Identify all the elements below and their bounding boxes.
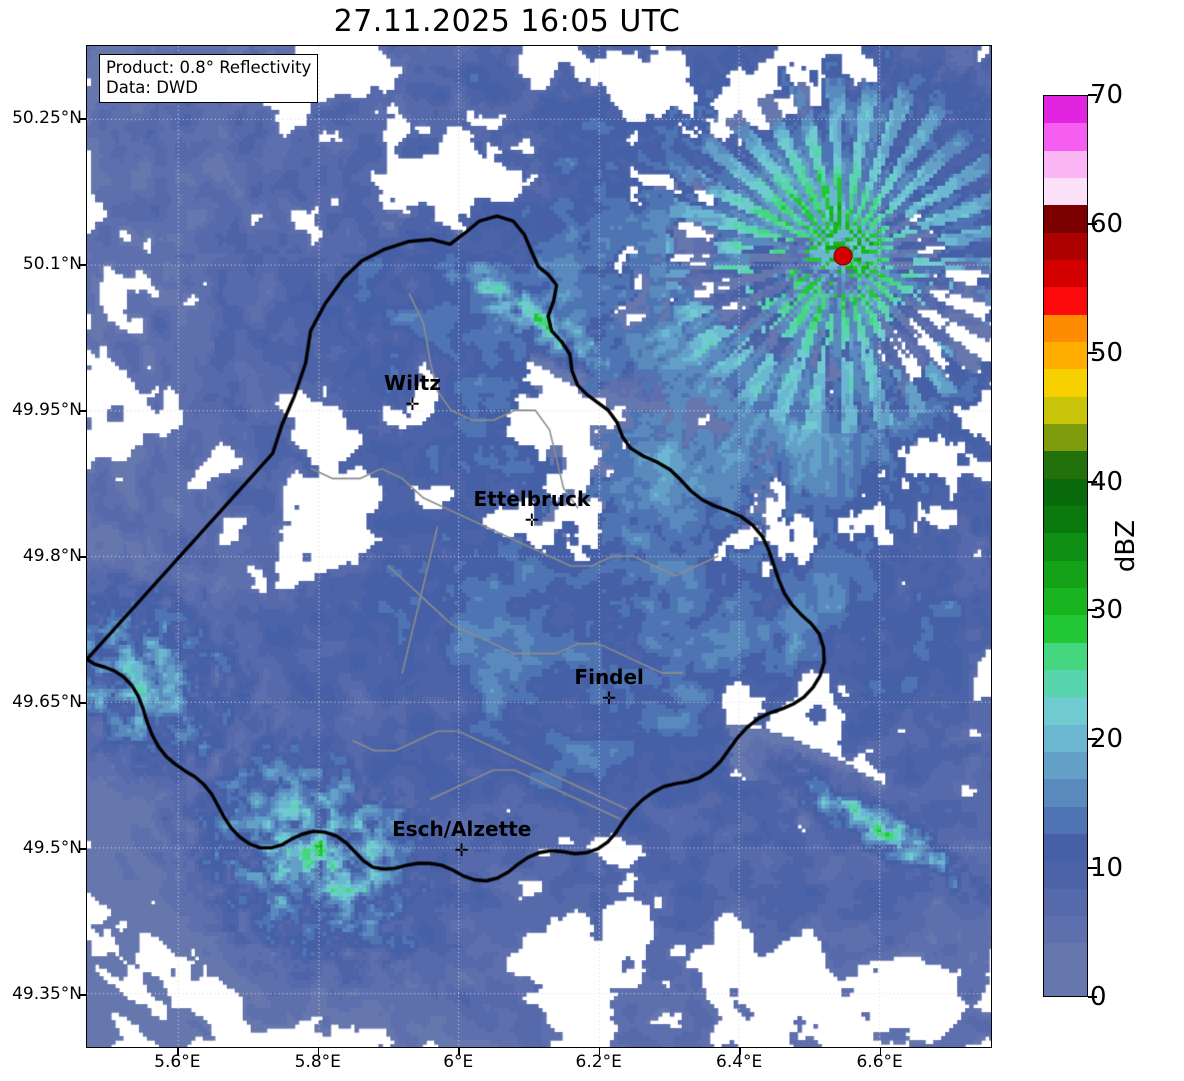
place-cross-icon: ✛: [524, 510, 540, 531]
product-info-box: Product: 0.8° Reflectivity Data: DWD: [99, 54, 319, 104]
colorbar-axis-label: dBZ: [1111, 519, 1141, 573]
colorbar-band: [1044, 861, 1087, 889]
x-tick-label: 5.6°E: [154, 1052, 201, 1072]
place-label: Findel: [574, 665, 644, 690]
colorbar-band: [1044, 724, 1087, 752]
radar-map-plot-area[interactable]: Product: 0.8° Reflectivity Data: DWD Wil…: [86, 45, 992, 1048]
colorbar-tick-mark: [1088, 996, 1097, 998]
colorbar-tick-label: 0: [1090, 982, 1107, 1012]
colorbar-band: [1044, 943, 1087, 971]
y-tick-label: 49.95°N: [12, 400, 82, 421]
page-title: 27.11.2025 16:05 UTC: [333, 4, 681, 39]
y-tick-mark: [79, 264, 86, 266]
x-tick-label: 6.6°E: [856, 1052, 903, 1072]
colorbar-band: [1044, 779, 1087, 807]
reflectivity-colorbar: [1043, 95, 1088, 997]
colorbar-band: [1044, 478, 1087, 506]
place-cross-icon: ✛: [602, 689, 617, 710]
colorbar-band: [1044, 642, 1087, 670]
colorbar-tick-mark: [1088, 609, 1097, 612]
geography-border-layer: [87, 46, 991, 1047]
colorbar-band: [1044, 833, 1087, 862]
colorbar-band: [1044, 259, 1087, 288]
y-tick-label: 49.65°N: [12, 692, 82, 713]
data-source-line: Data: DWD: [106, 78, 198, 98]
colorbar-band: [1044, 533, 1087, 561]
colorbar-band: [1044, 615, 1087, 643]
y-tick-mark: [79, 410, 86, 412]
colorbar-band: [1044, 96, 1087, 124]
x-tick-mark: [598, 1048, 601, 1055]
place-marker-wiltz: Wiltz ✛: [384, 371, 442, 414]
colorbar-band: [1044, 587, 1087, 616]
y-tick-label: 50.1°N: [22, 254, 82, 275]
colorbar-tick-mark: [1088, 351, 1097, 354]
x-tick-mark: [177, 1048, 179, 1055]
x-tick-label: 5.8°E: [294, 1052, 341, 1072]
colorbar-band: [1044, 806, 1087, 834]
colorbar-band: [1044, 287, 1087, 315]
x-tick-mark: [879, 1048, 882, 1055]
colorbar-band: [1044, 505, 1087, 534]
y-tick-label: 50.25°N: [12, 108, 82, 129]
y-tick-label: 49.5°N: [22, 838, 82, 859]
colorbar-band: [1044, 341, 1087, 370]
place-marker-ettelbruck: Ettelbruck ✛: [473, 486, 591, 530]
colorbar-tick-mark: [1088, 94, 1097, 96]
colorbar-band: [1044, 232, 1087, 260]
y-tick-mark: [79, 848, 86, 850]
place-label: Wiltz: [384, 371, 442, 396]
y-tick-mark: [79, 118, 86, 120]
colorbar-band: [1044, 669, 1087, 698]
colorbar-band: [1044, 560, 1087, 588]
x-tick-label: 6.2°E: [575, 1052, 622, 1072]
y-tick-mark: [79, 994, 86, 997]
x-tick-mark: [317, 1048, 320, 1055]
radar-site-marker: [833, 246, 853, 266]
colorbar-tick-mark: [1088, 867, 1097, 870]
colorbar-band: [1044, 751, 1087, 780]
colorbar-band: [1044, 177, 1087, 206]
product-line: Product: 0.8° Reflectivity: [106, 58, 312, 77]
place-marker-findel: Findel ✛: [574, 665, 644, 708]
colorbar-band: [1044, 123, 1087, 151]
y-tick-mark: [79, 556, 86, 558]
x-tick-label: 6.4°E: [716, 1052, 763, 1072]
x-tick-mark: [739, 1048, 741, 1055]
colorbar-tick-mark: [1088, 738, 1097, 741]
colorbar-band: [1044, 205, 1087, 233]
colorbar-band: [1044, 970, 1087, 996]
x-tick-mark: [458, 1048, 460, 1055]
x-tick-label: 6°E: [443, 1052, 474, 1072]
colorbar-tick-mark: [1088, 480, 1097, 483]
y-tick-label: 49.35°N: [12, 984, 82, 1005]
colorbar-band: [1044, 915, 1087, 944]
y-tick-mark: [79, 702, 86, 704]
colorbar-tick-mark: [1088, 222, 1097, 225]
colorbar-band: [1044, 369, 1087, 397]
place-label: Ettelbruck: [473, 486, 591, 511]
place-cross-icon: ✛: [405, 395, 420, 416]
colorbar-band: [1044, 697, 1087, 725]
colorbar-band: [1044, 451, 1087, 479]
colorbar-band: [1044, 423, 1087, 452]
y-tick-label: 49.8°N: [22, 546, 82, 567]
place-marker-esch-alzette: Esch/Alzette ✛: [392, 817, 532, 860]
place-cross-icon: ✛: [454, 841, 469, 862]
colorbar-band: [1044, 396, 1087, 424]
colorbar-band: [1044, 888, 1087, 916]
place-label: Esch/Alzette: [392, 817, 532, 842]
colorbar-band: [1044, 150, 1087, 178]
colorbar-band: [1044, 314, 1087, 342]
